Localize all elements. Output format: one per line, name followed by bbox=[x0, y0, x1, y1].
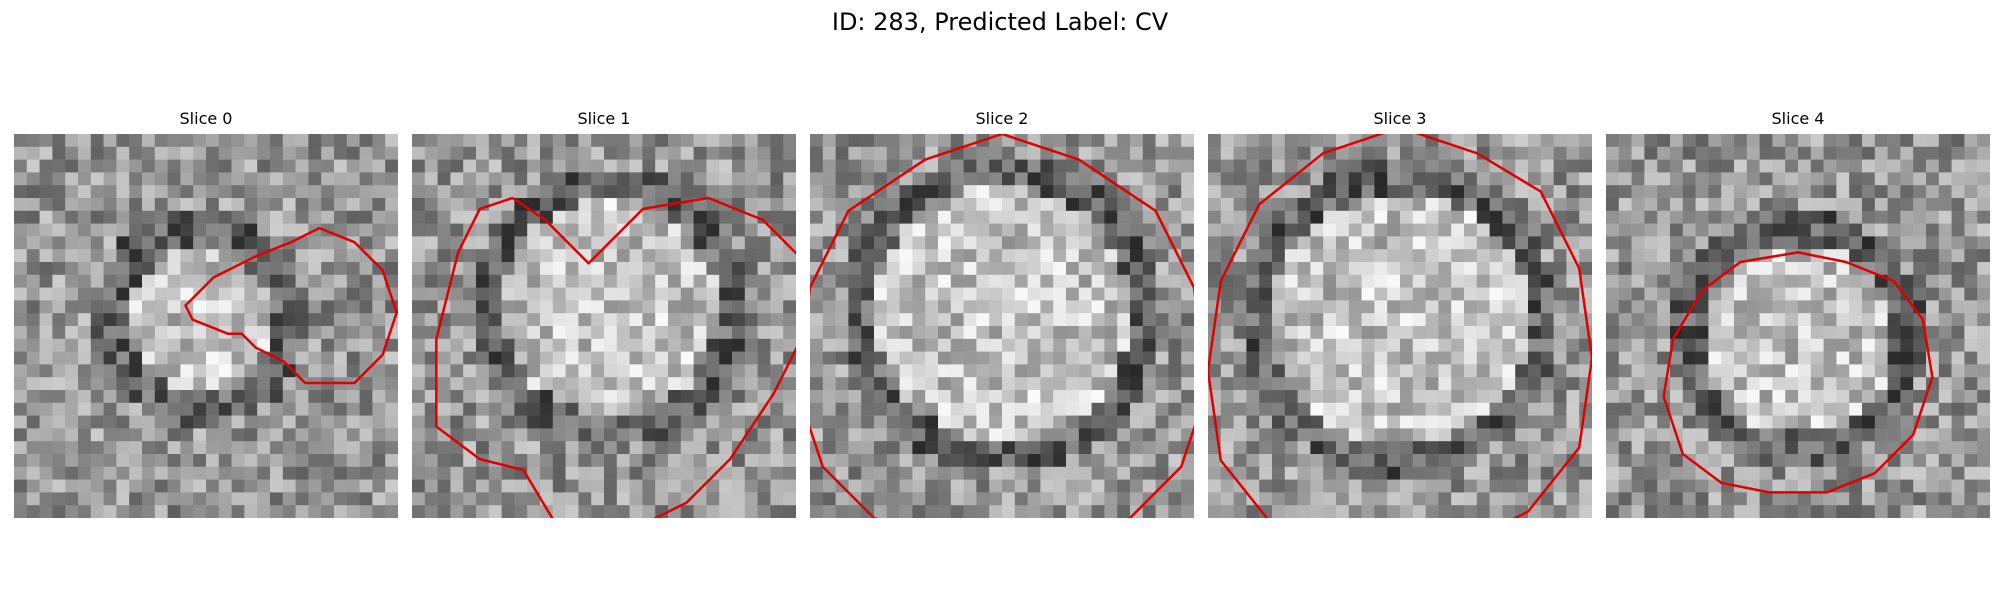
slice-1-title: Slice 1 bbox=[577, 109, 631, 128]
slice-0-image bbox=[14, 134, 398, 518]
slice-1-image bbox=[412, 134, 796, 518]
segmentation-contour bbox=[1208, 134, 1592, 518]
segmentation-contour bbox=[1662, 251, 1934, 494]
figure-title: ID: 283, Predicted Label: CV bbox=[831, 8, 1169, 36]
grayscale-pixels bbox=[14, 134, 398, 518]
segmentation-contour bbox=[810, 134, 1194, 518]
slice-3-title: Slice 3 bbox=[1373, 109, 1427, 128]
grayscale-pixels bbox=[1606, 134, 1990, 518]
slice-4-title: Slice 4 bbox=[1771, 109, 1825, 128]
segmentation-contour bbox=[184, 226, 398, 385]
segmentation-contour bbox=[435, 196, 796, 518]
slice-2-image bbox=[810, 134, 1194, 518]
grayscale-pixels bbox=[1208, 134, 1592, 518]
slice-2-title: Slice 2 bbox=[975, 109, 1029, 128]
slice-0-title: Slice 0 bbox=[179, 109, 233, 128]
grayscale-pixels bbox=[412, 134, 796, 518]
slice-4-image bbox=[1606, 134, 1990, 518]
grayscale-pixels bbox=[810, 134, 1194, 518]
slice-3-image bbox=[1208, 134, 1592, 518]
